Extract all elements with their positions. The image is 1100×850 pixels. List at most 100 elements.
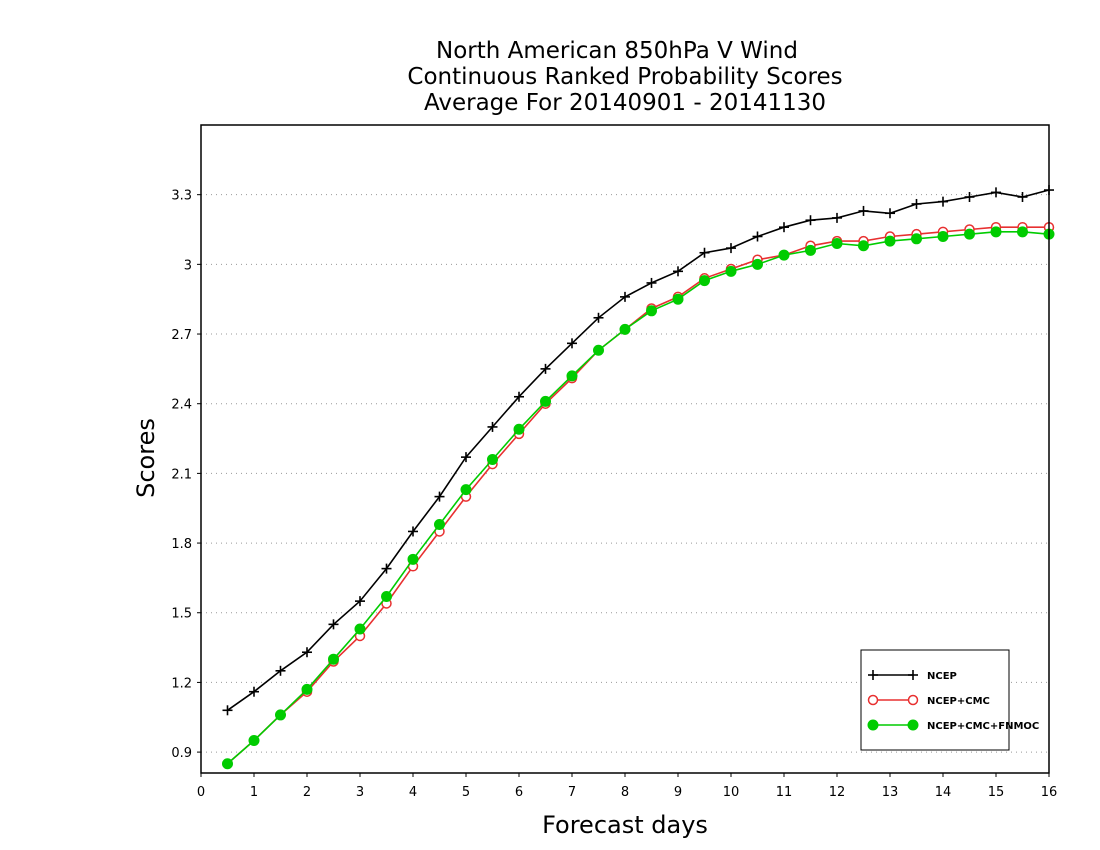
data-point (672, 293, 684, 305)
data-point (752, 258, 763, 270)
data-point (248, 734, 260, 746)
x-tick-label: 12 (829, 785, 846, 800)
plot-frame (200, 124, 1050, 774)
data-point (964, 228, 975, 240)
data-point (593, 312, 604, 323)
data-point (355, 596, 365, 607)
data-point (593, 344, 604, 356)
legend-label: NCEP (927, 671, 957, 682)
y-tick-label: 1.2 (171, 676, 192, 691)
y-tick-label: 1.8 (171, 537, 192, 552)
data-point (885, 208, 895, 219)
x-axis-label: Forecast days (542, 811, 708, 839)
axis-ticks: 0.91.21.51.82.12.42.733.30 1 2 3 4 5 6 7 8 9 10 11 1… (171, 189, 1057, 800)
data-point (911, 233, 922, 245)
x-tick-label: 7 (568, 785, 576, 800)
data-point (938, 196, 948, 207)
data-point (434, 491, 445, 502)
legend-entry: NCEP (868, 670, 957, 682)
data-point (540, 363, 551, 374)
x-tick-label: 6 (515, 785, 523, 800)
data-point (778, 249, 790, 261)
data-point (646, 305, 657, 317)
legend-marker-left (868, 670, 878, 680)
data-point (354, 623, 366, 635)
legend-marker-left (867, 694, 879, 706)
data-point (275, 665, 286, 676)
x-tick-label: 1 (250, 785, 258, 800)
data-point (991, 187, 1001, 198)
data-point (381, 590, 392, 602)
data-point (884, 235, 896, 247)
series-ncep (222, 185, 1054, 716)
data-point (805, 215, 816, 226)
x-tick-label: 3 (356, 785, 364, 800)
data-point (779, 222, 789, 233)
data-point (831, 237, 843, 249)
data-point (858, 205, 869, 216)
data-point (752, 231, 763, 242)
data-point (381, 563, 392, 574)
data-point (725, 265, 737, 277)
chart-title-line-1: North American 850hPa V Wind (436, 38, 798, 64)
x-tick-label: 11 (776, 785, 793, 800)
legend-label: NCEP+CMC+FNMOC (927, 721, 1039, 732)
legend-marker-right (908, 670, 918, 680)
data-point (407, 553, 419, 565)
x-tick-label: 10 (723, 785, 740, 800)
y-tick-label: 2.4 (171, 398, 192, 413)
x-tick-label: 4 (409, 785, 417, 800)
data-point (302, 647, 312, 658)
legend: NCEP NCEP+CMC NCEP+CMC+FNMOC (860, 649, 1039, 751)
y-tick-label: 2.7 (171, 328, 192, 343)
data-point (990, 226, 1002, 238)
x-tick-label: 9 (674, 785, 682, 800)
x-tick-label: 16 (1041, 785, 1058, 800)
legend-label: NCEP+CMC (927, 696, 990, 707)
y-tick-label: 1.5 (171, 607, 192, 622)
data-point (699, 247, 710, 258)
legend-marker-right (907, 719, 919, 731)
y-tick-label: 3.3 (171, 189, 192, 204)
data-point (1017, 192, 1028, 202)
y-tick-label: 2.1 (171, 467, 192, 482)
data-point (619, 323, 631, 335)
data-point (566, 370, 578, 382)
data-point (805, 244, 816, 256)
x-tick-label: 13 (882, 785, 899, 800)
x-tick-label: 8 (621, 785, 629, 800)
data-point (964, 192, 975, 202)
chart-title-line-2: Continuous Ranked Probability Scores (407, 64, 842, 90)
data-point (408, 526, 418, 537)
data-point (937, 230, 949, 242)
data-point (620, 291, 630, 302)
legend-entry: NCEP+CMC+FNMOC (867, 719, 1039, 732)
data-point (832, 212, 842, 223)
data-point (222, 705, 233, 716)
data-point (699, 275, 710, 287)
data-point (222, 758, 233, 770)
data-point (513, 423, 525, 435)
data-point (301, 683, 313, 695)
legend-marker-left (867, 719, 879, 731)
data-point (460, 484, 472, 496)
data-point (514, 391, 524, 402)
y-tick-label: 3 (184, 258, 192, 273)
data-point (540, 395, 551, 407)
data-point (487, 421, 498, 432)
data-point (646, 277, 657, 288)
y-tick-label: 0.9 (171, 746, 192, 761)
y-axis-label: Scores (132, 418, 160, 498)
data-point (911, 198, 922, 209)
data-point (434, 518, 445, 530)
data-point (487, 453, 498, 465)
x-tick-label: 15 (988, 785, 1005, 800)
data-point (328, 653, 339, 665)
series-group (222, 185, 1055, 770)
x-tick-label: 0 (197, 785, 205, 800)
series-line (227, 189, 1050, 711)
legend-entry: NCEP+CMC (867, 694, 990, 707)
data-point (858, 240, 869, 252)
data-point (567, 338, 577, 349)
